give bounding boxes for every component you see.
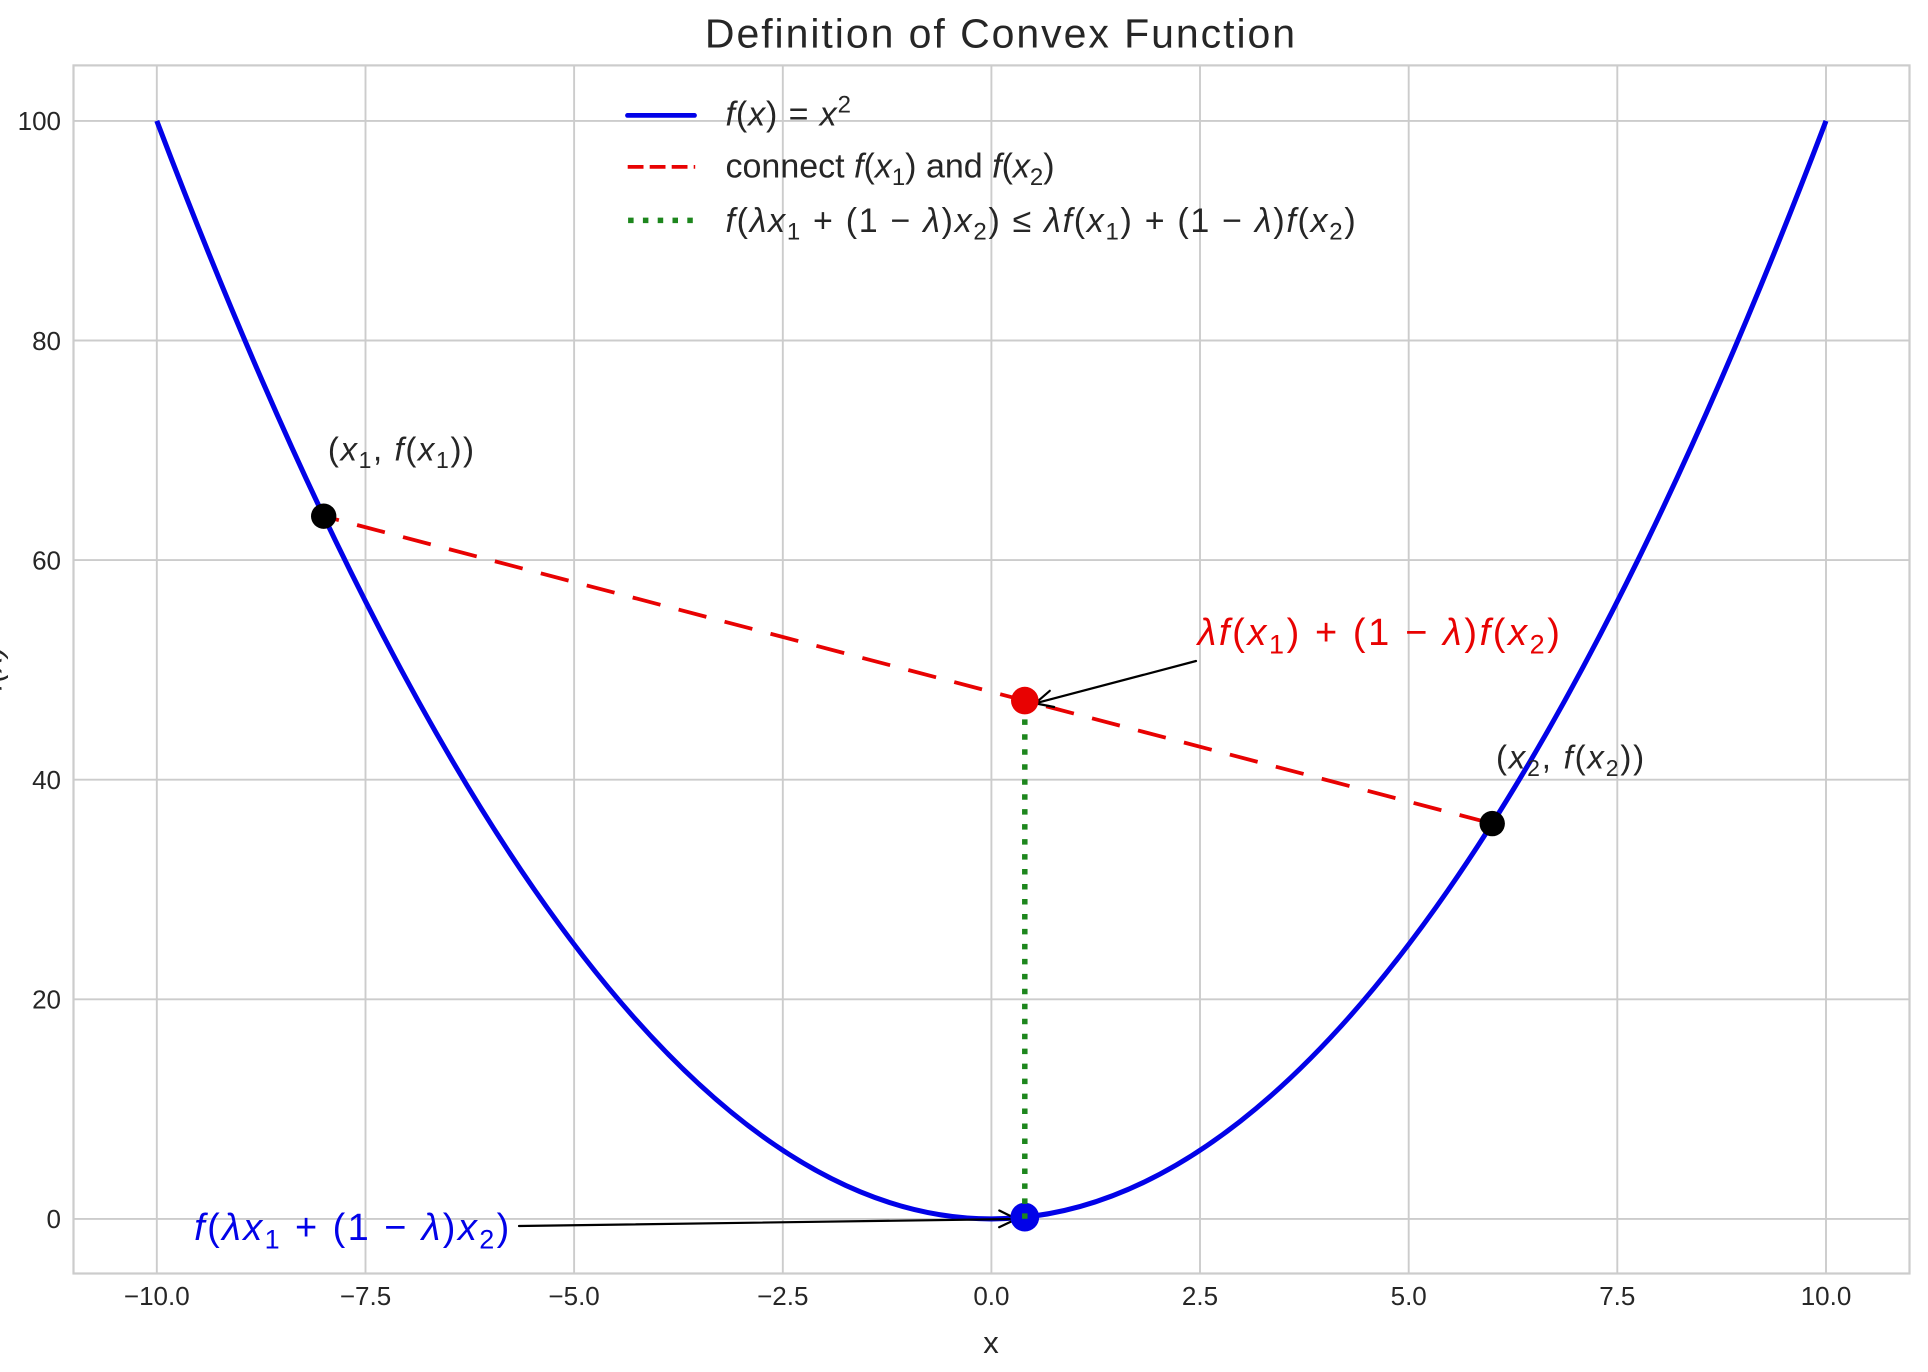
svg-text:100: 100 [18, 106, 61, 136]
svg-text:f(λx1 + (1 − λ)x2): f(λx1 + (1 − λ)x2) [194, 1207, 512, 1255]
svg-text:f(x) = x2: f(x) = x2 [726, 91, 852, 133]
svg-text:0: 0 [47, 1204, 61, 1234]
svg-text:7.5: 7.5 [1599, 1281, 1635, 1311]
svg-text:0.0: 0.0 [973, 1281, 1009, 1311]
svg-text:−5.0: −5.0 [548, 1281, 599, 1311]
svg-text:20: 20 [32, 985, 61, 1015]
svg-text:x: x [983, 1325, 999, 1360]
svg-text:(x1, f(x1)): (x1, f(x1)) [328, 431, 476, 474]
svg-text:80: 80 [32, 326, 61, 356]
svg-text:λf(x1) + (1 − λ)f(x2): λf(x1) + (1 − λ)f(x2) [1196, 612, 1563, 660]
svg-text:(x2, f(x2)): (x2, f(x2)) [1496, 739, 1646, 782]
svg-text:Definition of Convex Function: Definition of Convex Function [705, 10, 1297, 56]
svg-text:−10.0: −10.0 [124, 1281, 190, 1311]
svg-text:60: 60 [32, 545, 61, 575]
svg-text:40: 40 [32, 765, 61, 795]
svg-text:f(x): f(x) [0, 646, 9, 691]
svg-text:−2.5: −2.5 [757, 1281, 808, 1311]
svg-text:10.0: 10.0 [1801, 1281, 1852, 1311]
svg-text:2.5: 2.5 [1182, 1281, 1218, 1311]
svg-text:−7.5: −7.5 [340, 1281, 391, 1311]
svg-text:f(λx1 + (1 − λ)x2) ≤ λf(x1) +: f(λx1 + (1 − λ)x2) ≤ λf(x1) + (1 − λ)f(x… [726, 202, 1358, 246]
svg-text:5.0: 5.0 [1391, 1281, 1427, 1311]
svg-text:connect f(x1) and f(x2): connect f(x1) and f(x2) [726, 148, 1055, 192]
